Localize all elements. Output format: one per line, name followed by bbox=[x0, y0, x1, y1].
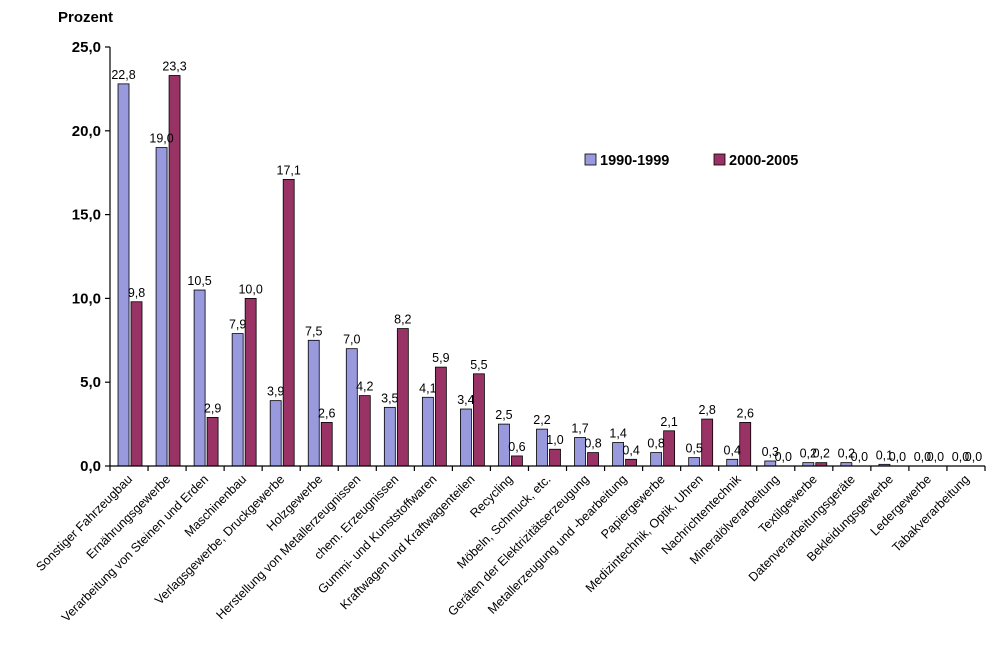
legend-label-1990-1999: 1990-1999 bbox=[600, 153, 669, 169]
data-label-2000-2005-20: 0,0 bbox=[889, 450, 906, 464]
y-tick-label: 0,0 bbox=[80, 458, 101, 475]
bar-1990-1999-16 bbox=[726, 458, 739, 467]
data-label-2000-2005-2: 2,9 bbox=[204, 401, 221, 415]
x-category-label: Verarbeitung von Steinen und Erden bbox=[59, 472, 211, 624]
data-label-1990-1999-5: 7,5 bbox=[305, 324, 322, 338]
y-tick-label: 15,0 bbox=[72, 207, 101, 224]
bar-2000-2005-11 bbox=[549, 448, 561, 467]
data-label-2000-2005-5: 2,6 bbox=[318, 406, 335, 420]
data-label-2000-2005-22: 0,0 bbox=[965, 450, 982, 464]
bar-1990-1999-14 bbox=[650, 452, 663, 467]
data-label-2000-2005-21: 0,0 bbox=[927, 450, 944, 464]
legend-swatch-2000-2005 bbox=[713, 153, 726, 166]
bar-2000-2005-16 bbox=[739, 422, 752, 467]
bar-2000-2005-5 bbox=[320, 422, 333, 467]
data-label-1990-1999-8: 4,1 bbox=[419, 381, 436, 395]
data-label-1990-1999-19: 0,2 bbox=[838, 447, 855, 461]
bar-2000-2005-4 bbox=[282, 179, 295, 467]
bar-2000-2005-8 bbox=[434, 366, 447, 467]
x-axis: Sonstiger FahrzeugbauErnährungsgewerbeVe… bbox=[33, 465, 986, 625]
bar-2000-2005-10 bbox=[511, 455, 523, 467]
data-labels: 22,8 19,0 10,5 7,9 3,9 7,5 7,0 3,5 4,1 3,4 2,5 2,2 1… bbox=[111, 59, 982, 464]
data-label-2000-2005-14: 2,1 bbox=[660, 415, 677, 429]
x-category-label: Metallerzeugung und -bearbeitung bbox=[485, 472, 630, 617]
data-label-2000-2005-3: 10,0 bbox=[238, 282, 262, 296]
bar-1990-1999-7 bbox=[383, 406, 396, 467]
bar-2000-2005-9 bbox=[473, 373, 485, 467]
legend-swatch-1990-1999 bbox=[584, 153, 597, 166]
y-axis-title: Prozent bbox=[58, 9, 113, 26]
bar-1990-1999-8 bbox=[421, 396, 434, 467]
data-label-2000-2005-13: 0,4 bbox=[622, 443, 639, 457]
data-label-2000-2005-15: 2,8 bbox=[698, 403, 715, 417]
data-label-1990-1999-7: 3,5 bbox=[381, 391, 398, 405]
data-label-1990-1999-12: 1,7 bbox=[571, 422, 588, 436]
y-tick-label: 5,0 bbox=[80, 374, 101, 391]
data-label-1990-1999-1: 19,0 bbox=[149, 132, 173, 146]
data-label-1990-1999-13: 1,4 bbox=[609, 427, 626, 441]
data-label-2000-2005-7: 8,2 bbox=[394, 313, 411, 327]
data-label-2000-2005-19: 0,0 bbox=[851, 450, 868, 464]
y-tick-label: 25,0 bbox=[72, 39, 101, 56]
y-tick-label: 10,0 bbox=[72, 290, 101, 307]
data-label-2000-2005-1: 23,3 bbox=[162, 59, 186, 73]
y-axis: 0,0 5,0 10,0 15,0 20,0 25,0 bbox=[72, 39, 111, 475]
y-tick-label: 20,0 bbox=[72, 123, 101, 140]
data-label-2000-2005-0: 9,8 bbox=[128, 286, 145, 300]
bar-1990-1999-9 bbox=[460, 408, 472, 467]
data-label-2000-2005-10: 0,6 bbox=[508, 440, 525, 454]
data-label-1990-1999-22: 0,0 bbox=[952, 450, 969, 464]
data-label-1990-1999-2: 10,5 bbox=[187, 274, 211, 288]
data-label-1990-1999-4: 3,9 bbox=[267, 385, 284, 399]
bar-2000-2005-0 bbox=[130, 301, 143, 467]
data-label-1990-1999-17: 0,3 bbox=[762, 445, 779, 459]
data-label-1990-1999-18: 0,2 bbox=[800, 447, 817, 461]
data-label-2000-2005-4: 17,1 bbox=[277, 163, 301, 177]
data-label-1990-1999-11: 2,2 bbox=[533, 413, 550, 427]
bar-2000-2005-13 bbox=[625, 458, 637, 467]
data-label-2000-2005-6: 4,2 bbox=[356, 380, 373, 394]
legend: 1990-1999 2000-2005 bbox=[584, 153, 798, 169]
data-label-2000-2005-16: 2,6 bbox=[737, 406, 754, 420]
bar-1990-1999-3 bbox=[231, 333, 244, 467]
data-label-2000-2005-12: 0,8 bbox=[584, 437, 601, 451]
bar-1990-1999-5 bbox=[307, 339, 320, 467]
bar-2000-2005-3 bbox=[244, 297, 257, 467]
data-label-2000-2005-9: 5,5 bbox=[470, 358, 487, 372]
bar-2000-2005-15 bbox=[701, 418, 714, 467]
bar-1990-1999-2 bbox=[193, 289, 206, 467]
bar-1990-1999-4 bbox=[269, 400, 282, 467]
bar-1990-1999-0 bbox=[117, 83, 130, 467]
bar-2000-2005-6 bbox=[358, 395, 371, 467]
data-label-1990-1999-3: 7,9 bbox=[229, 318, 246, 332]
bar-1990-1999-15 bbox=[688, 457, 701, 467]
bar-1990-1999-1 bbox=[155, 147, 168, 467]
data-label-1990-1999-20: 0,1 bbox=[876, 448, 893, 462]
data-label-1990-1999-6: 7,0 bbox=[343, 333, 360, 347]
x-category-label: Geräten der Elektrizitätserzeugung bbox=[445, 472, 592, 619]
data-label-1990-1999-15: 0,5 bbox=[685, 442, 702, 456]
bar-1990-1999-6 bbox=[345, 348, 358, 467]
bar-2000-2005-12 bbox=[587, 452, 599, 467]
data-label-1990-1999-9: 3,4 bbox=[457, 393, 474, 407]
data-label-2000-2005-17: 0,0 bbox=[775, 450, 792, 464]
bar-2000-2005-7 bbox=[396, 328, 409, 467]
bar-2000-2005-2 bbox=[206, 416, 219, 467]
data-label-1990-1999-21: 0,0 bbox=[914, 450, 931, 464]
data-label-1990-1999-16: 0,4 bbox=[724, 443, 741, 457]
data-label-1990-1999-0: 22,8 bbox=[111, 68, 135, 82]
bars bbox=[117, 75, 891, 467]
data-label-1990-1999-14: 0,8 bbox=[647, 437, 664, 451]
bar-2000-2005-14 bbox=[663, 430, 676, 467]
data-label-2000-2005-18: 0,2 bbox=[813, 447, 830, 461]
data-label-2000-2005-8: 5,9 bbox=[432, 351, 449, 365]
data-label-1990-1999-10: 2,5 bbox=[495, 408, 512, 422]
data-label-2000-2005-11: 1,0 bbox=[546, 433, 563, 447]
legend-label-2000-2005: 2000-2005 bbox=[729, 153, 798, 169]
